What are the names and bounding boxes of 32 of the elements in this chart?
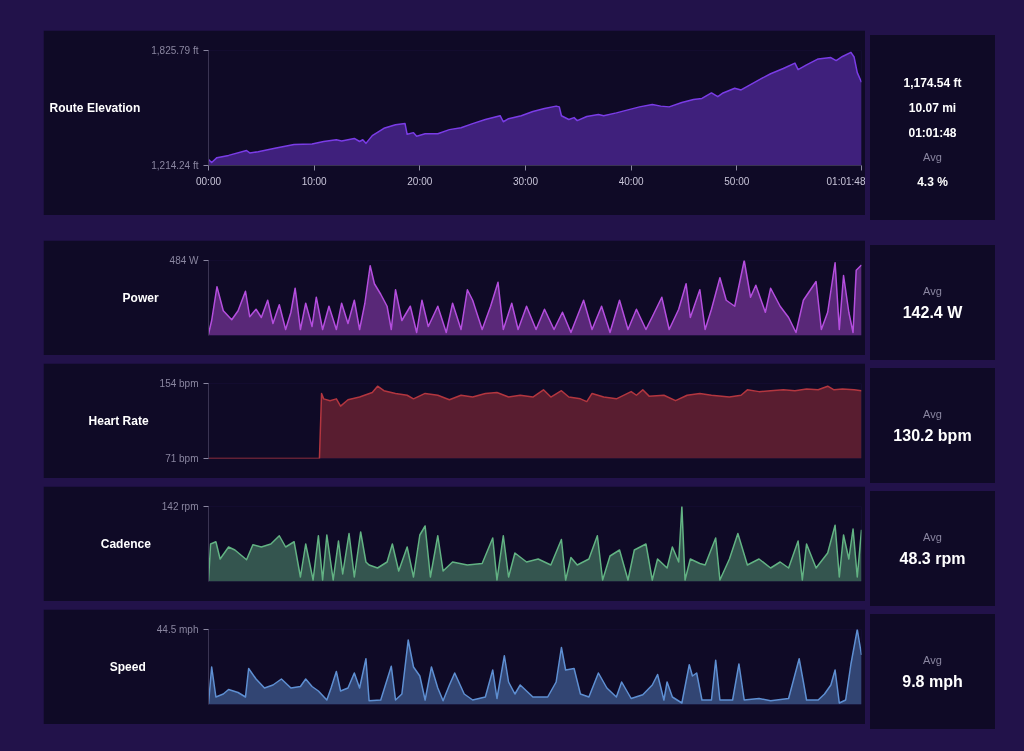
text: 01:01:48 (907, 125, 958, 143)
text: 48.3 rpm (898, 548, 967, 569)
x-tick-label: 40:00 (618, 175, 645, 187)
text: 10.07 mi (907, 100, 958, 118)
text: Heart Rate (88, 414, 149, 428)
x-tick-label: 20:00 (407, 175, 433, 187)
x-tick-label: 00:00 (195, 175, 222, 187)
text: 142.4 W (901, 302, 964, 323)
x-tick-label: 01:01:48 (826, 175, 866, 187)
x-tick-label: 30:00 (512, 175, 539, 187)
text: 4.3 % (916, 174, 949, 192)
text: Avg (922, 407, 943, 422)
y-tick-label: 1,825.79 ft (151, 45, 199, 56)
text: Avg (922, 284, 943, 299)
text: 484 W (169, 255, 200, 266)
text: 130.2 bpm (892, 425, 973, 446)
text: Avg (922, 150, 943, 166)
text: Speed (109, 660, 146, 674)
text: 44.5 mph (156, 624, 199, 635)
y-tick-label: 154 bpm (159, 378, 199, 389)
text: 1,174.54 ft (902, 75, 963, 92)
text: Route Elevation (49, 101, 141, 115)
text: Power (122, 291, 159, 305)
y-tick-label: 1,214.24 ft (151, 160, 199, 171)
text: Avg (922, 653, 943, 668)
text: Cadence (100, 537, 152, 551)
y-tick-label: 71 bpm (165, 453, 199, 464)
text: 9.8 mph (901, 671, 964, 692)
x-tick-label: 10:00 (301, 175, 328, 187)
x-tick-label: 50:00 (724, 175, 750, 187)
text: 142 rpm (161, 501, 199, 512)
text: Avg (922, 530, 943, 545)
